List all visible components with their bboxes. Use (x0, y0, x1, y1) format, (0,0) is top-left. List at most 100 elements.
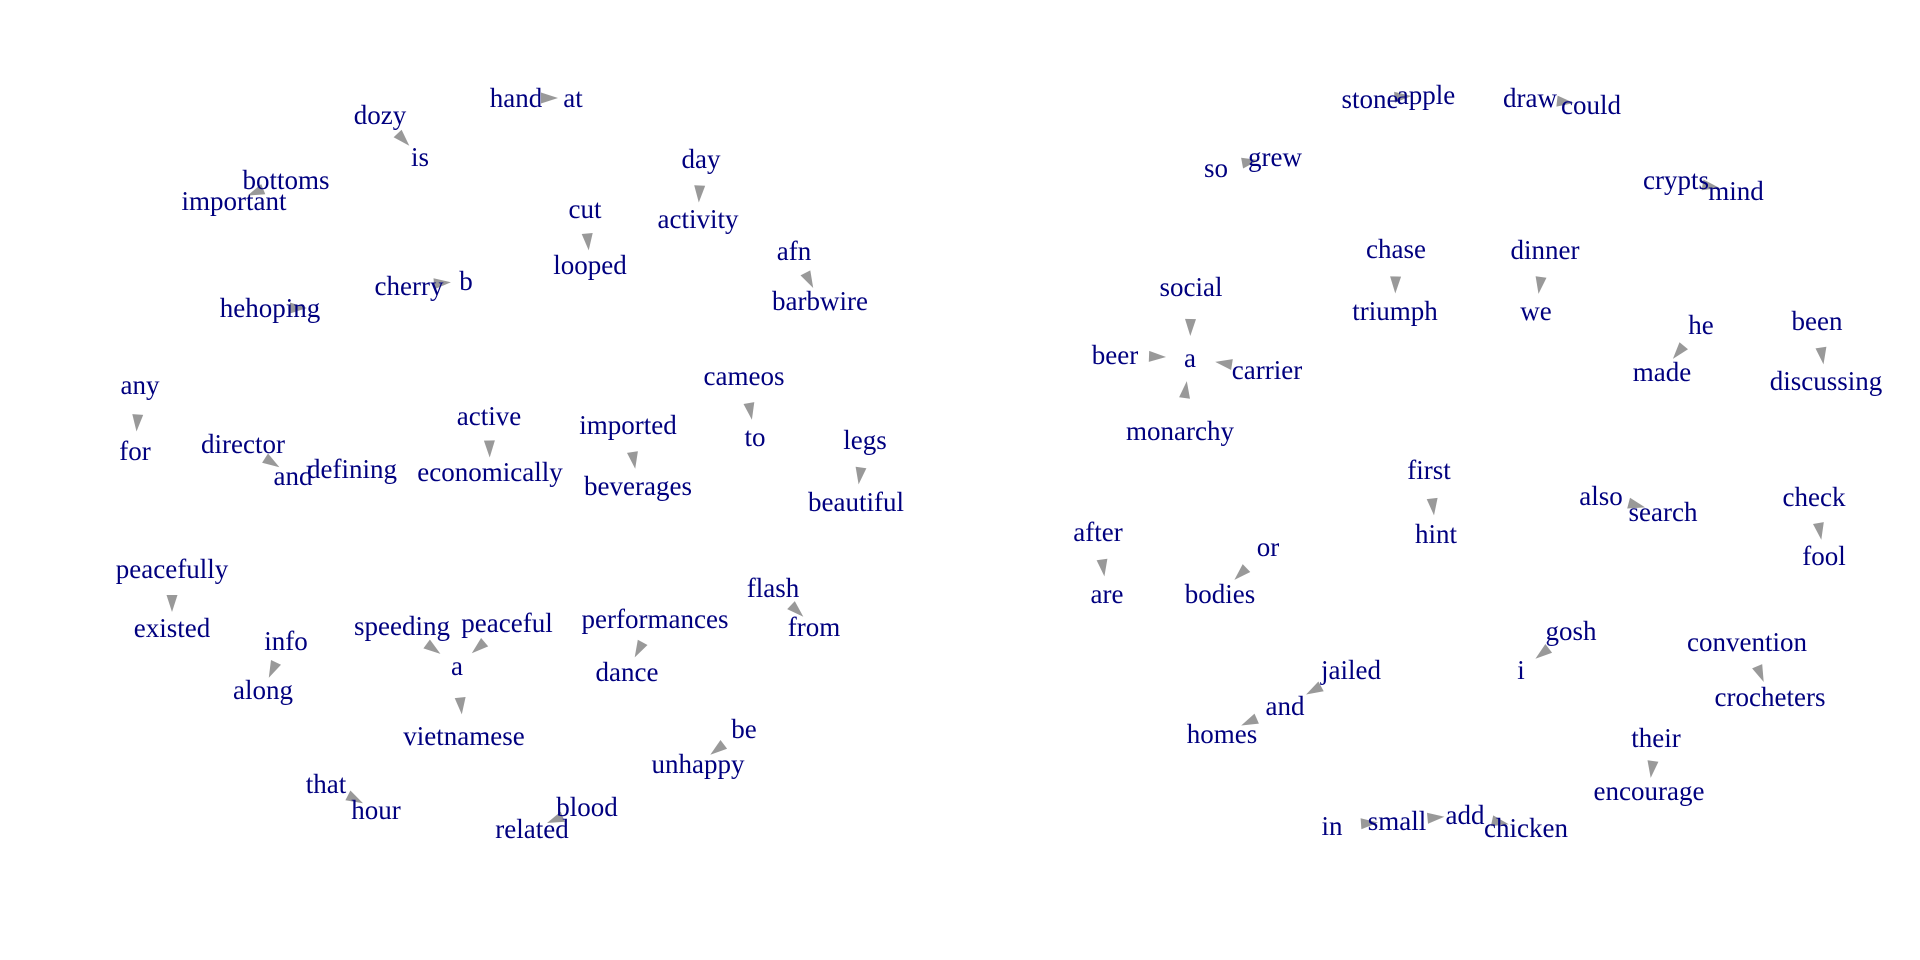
word-grew: grew (1248, 142, 1302, 172)
edge-arrow-peaceful-a1 (471, 638, 489, 654)
edge-arrow-chase-triumph (1390, 276, 1402, 294)
edge-arrow-stone-apple (1394, 91, 1412, 103)
word-a2: a (1184, 343, 1196, 373)
edge-arrow-that-hour (345, 790, 363, 804)
edge-arrow-their-encourage (1647, 760, 1659, 778)
word-apple: apple (1397, 80, 1455, 110)
word-be: be (731, 714, 757, 744)
edge-arrows (132, 91, 1827, 830)
edge-arrow-dinner-we (1535, 276, 1547, 294)
word-chase: chase (1366, 234, 1426, 264)
word-we: we (1520, 296, 1551, 326)
word-i: i (1517, 655, 1525, 685)
edge-arrow-active-economically (483, 440, 495, 458)
word-cherry: cherry (375, 271, 444, 301)
word-afn: afn (777, 236, 812, 266)
word-monarchy: monarchy (1126, 416, 1234, 446)
word-imported: imported (579, 410, 677, 440)
edge-arrow-jailed-and2 (1306, 681, 1324, 695)
word-also: also (1579, 481, 1623, 511)
edge-arrow-carrier-a2 (1215, 359, 1233, 370)
word-carrier: carrier (1232, 355, 1302, 385)
word-crocheters: crocheters (1715, 682, 1826, 712)
word-director: director (201, 429, 285, 459)
word-made: made (1633, 357, 1691, 387)
edge-arrow-legs-beautiful (855, 466, 867, 485)
edge-arrow-any-for (132, 414, 144, 432)
edge-arrow-in-small (1360, 818, 1378, 830)
word-dinner: dinner (1511, 235, 1580, 265)
word-convention: convention (1687, 627, 1807, 657)
word-discussing: discussing (1770, 366, 1883, 396)
word-and1: and (274, 461, 313, 491)
word-to: to (744, 422, 765, 452)
edge-arrow-day-activity (694, 185, 706, 203)
word-and2: and (1266, 691, 1305, 721)
edge-arrow-performances-dance (634, 639, 648, 658)
word-important: important (182, 186, 287, 216)
edge-arrow-draw-could (1556, 95, 1574, 107)
word-legs: legs (843, 425, 887, 455)
word-vietnamese: vietnamese (403, 721, 524, 751)
edge-arrow-also-search (1627, 497, 1646, 509)
word-any: any (121, 370, 160, 400)
edge-arrow-cameos-to (743, 402, 755, 420)
word-economically: economically (417, 457, 563, 487)
word-jailed: jailed (1320, 655, 1381, 685)
word-triumph: triumph (1352, 296, 1438, 326)
word-stone: stone (1342, 84, 1399, 114)
edge-arrow-info-along (268, 660, 281, 678)
word-flash: flash (747, 573, 800, 603)
word-bottoms: bottoms (242, 165, 329, 195)
word-beverages: beverages (584, 471, 692, 501)
word-fool: fool (1802, 541, 1846, 571)
word-beer: beer (1092, 340, 1138, 370)
word-that: that (306, 769, 347, 799)
edge-arrow-beer-a2 (1148, 350, 1166, 362)
word-barbwire: barbwire (772, 286, 868, 316)
word-day: day (682, 144, 721, 174)
word-defining: defining (307, 454, 397, 484)
edge-arrow-or-bodies (1234, 564, 1251, 580)
word-chicken: chicken (1484, 813, 1568, 843)
edge-arrow-cherry-b (433, 278, 451, 290)
word-b: b (459, 266, 473, 296)
word-gosh: gosh (1545, 616, 1597, 646)
word-is: is (411, 142, 429, 172)
edge-arrow-after-are (1096, 558, 1108, 577)
word-hand: hand (490, 83, 543, 113)
edge-arrow-peacefully-existed (166, 595, 178, 612)
word-crypts: crypts (1643, 165, 1709, 195)
word-along: along (233, 675, 293, 705)
word-social: social (1160, 272, 1223, 302)
word-are: are (1091, 579, 1124, 609)
word-related: related (495, 814, 569, 844)
word-encourage: encourage (1594, 776, 1705, 806)
word-speeding: speeding (354, 611, 450, 641)
word-beautiful: beautiful (808, 487, 904, 517)
edge-arrow-monarchy-a2 (1179, 381, 1190, 399)
edge-arrow-add-chicken (1490, 815, 1509, 827)
edge-arrow-so-grew (1241, 157, 1259, 169)
edge-arrow-crypts-mind (1701, 179, 1720, 191)
edge-arrow-been-discussing (1815, 346, 1827, 365)
word-he: he (1688, 310, 1714, 340)
word-their: their (1631, 723, 1680, 753)
edge-arrow-he-made (1672, 342, 1688, 359)
word-for: for (119, 436, 150, 466)
edge-arrow-be-unhappy (710, 740, 728, 755)
edge-arrow-small-add (1427, 812, 1445, 824)
word-add: add (1446, 800, 1485, 830)
edge-arrow-imported-beverages (627, 451, 638, 469)
word-hour: hour (351, 795, 401, 825)
word-could: could (1561, 90, 1621, 120)
word-cameos: cameos (704, 361, 785, 391)
word-peaceful: peaceful (461, 608, 552, 638)
edge-arrow-bottoms-important (247, 184, 266, 196)
word-dance: dance (596, 657, 659, 687)
edge-arrow-director-and1 (262, 453, 280, 468)
word-a1: a (451, 651, 463, 681)
edge-arrow-speeding-a1 (423, 639, 441, 654)
word-hint: hint (1415, 519, 1458, 549)
word-existed: existed (134, 613, 211, 643)
